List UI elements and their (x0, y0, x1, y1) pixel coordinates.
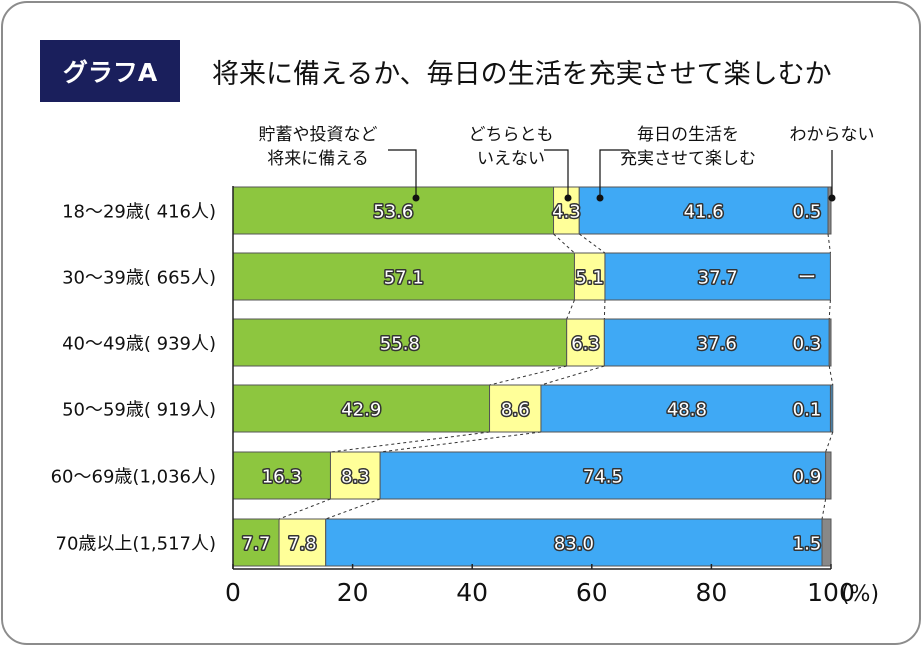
connector-line (828, 365, 834, 386)
legend-leader-line (544, 149, 569, 198)
bar-segment-neither (329, 451, 381, 500)
legend-leader-line (599, 149, 628, 198)
data-label: 16.3 (262, 467, 302, 488)
data-label: 37.6 (697, 334, 737, 355)
bar-segment-enjoy (325, 518, 823, 567)
connector-line (380, 431, 542, 453)
bar-segment-save (232, 318, 568, 367)
connector-line (278, 498, 331, 520)
category-label: 50〜59歳( 919人) (62, 400, 216, 421)
connector-line (489, 365, 567, 386)
bar-segment-enjoy (379, 451, 827, 500)
data-label-unknown: 0.1 (793, 400, 822, 421)
bar-segment-unknown (827, 186, 832, 235)
legend-label: いえない (477, 149, 545, 169)
data-label-unknown: 0.5 (793, 202, 822, 223)
data-label: 53.6 (373, 202, 413, 223)
connector-line (325, 498, 381, 520)
bar-segment-save (232, 384, 491, 433)
legend-leader-dot (412, 194, 420, 202)
bar-segment-neither (573, 252, 606, 301)
bar-segment-unknown (829, 384, 832, 433)
chart-title: 将来に備えるか、毎日の生活を充実させて楽しむか (212, 59, 832, 90)
connector-line (578, 233, 606, 254)
bar-segment-neither (553, 186, 580, 235)
bar-segment-save (232, 518, 280, 567)
connector-line (825, 431, 834, 453)
connector-line (828, 299, 831, 320)
data-label-unknown: 0.3 (793, 334, 822, 355)
legend-leader-dot (564, 194, 572, 202)
x-tick-label: 20 (337, 578, 369, 607)
data-label: 7.8 (288, 534, 317, 555)
category-label: 40〜49歳( 939人) (62, 334, 216, 355)
bar-segment-unknown (821, 518, 832, 567)
x-axis-unit: (%) (841, 582, 879, 607)
data-label: 8.3 (341, 467, 370, 488)
data-label: 6.3 (571, 334, 600, 355)
category-label: 18〜29歳( 416人) (62, 202, 216, 223)
data-label: 5.1 (575, 268, 604, 289)
bar-segment-save (232, 186, 555, 235)
legend-label: 充実させて楽しむ (620, 149, 756, 169)
category-label: 70歳以上(1,517人) (56, 534, 216, 555)
legend-leader-line (388, 149, 417, 198)
connector-line (603, 299, 606, 320)
graph-badge: グラフA (40, 40, 180, 102)
legend-label: 貯蓄や投資など (259, 125, 378, 145)
bar-segment-enjoy (603, 318, 830, 367)
data-label: 57.1 (384, 268, 424, 289)
connector-line (553, 233, 575, 254)
bar-segment-enjoy (540, 384, 834, 433)
connector-line (540, 365, 605, 386)
data-label: 74.5 (583, 467, 623, 488)
bar-segment-save (232, 252, 575, 301)
connector-line (330, 431, 490, 453)
legend-leader-dot (828, 194, 836, 202)
connector-line (566, 299, 575, 320)
bar-segment-enjoy (578, 186, 829, 235)
bar-segment-enjoy (604, 252, 831, 301)
bar-segment-neither (566, 318, 605, 367)
data-label: 55.8 (380, 334, 420, 355)
data-label-unknown: 1.5 (793, 534, 822, 555)
bar-segment-save (232, 451, 331, 500)
connector-line (827, 233, 831, 254)
x-tick-label: 40 (456, 578, 488, 607)
data-label: 37.7 (698, 268, 738, 289)
bar-segment-unknown (825, 451, 832, 500)
x-tick-label: 60 (576, 578, 608, 607)
data-label-unknown: ー (798, 268, 816, 289)
x-tick-label: 80 (695, 578, 727, 607)
data-label: 41.6 (684, 202, 724, 223)
x-tick-label: 0 (225, 578, 241, 607)
category-label: 30〜39歳( 665人) (62, 268, 216, 289)
bar-segment-neither (278, 518, 327, 567)
data-label: 48.8 (667, 400, 707, 421)
data-label: 7.7 (242, 534, 271, 555)
legend-label: 毎日の生活を (637, 125, 739, 145)
x-tick-label: 100 (807, 578, 855, 607)
category-label: 60〜69歳(1,036人) (51, 467, 216, 488)
bar-segment-unknown (828, 318, 832, 367)
legend-label: どちらとも (469, 125, 554, 145)
data-label: 4.3 (552, 202, 581, 223)
data-label: 8.6 (501, 400, 530, 421)
legend-label: わからない (790, 125, 875, 145)
data-label: 42.9 (341, 400, 381, 421)
legend-leader-dot (596, 194, 604, 202)
connector-line (821, 498, 827, 520)
data-label-unknown: 0.9 (793, 467, 822, 488)
data-label: 83.0 (554, 534, 594, 555)
legend-label: 将来に備える (267, 149, 369, 169)
